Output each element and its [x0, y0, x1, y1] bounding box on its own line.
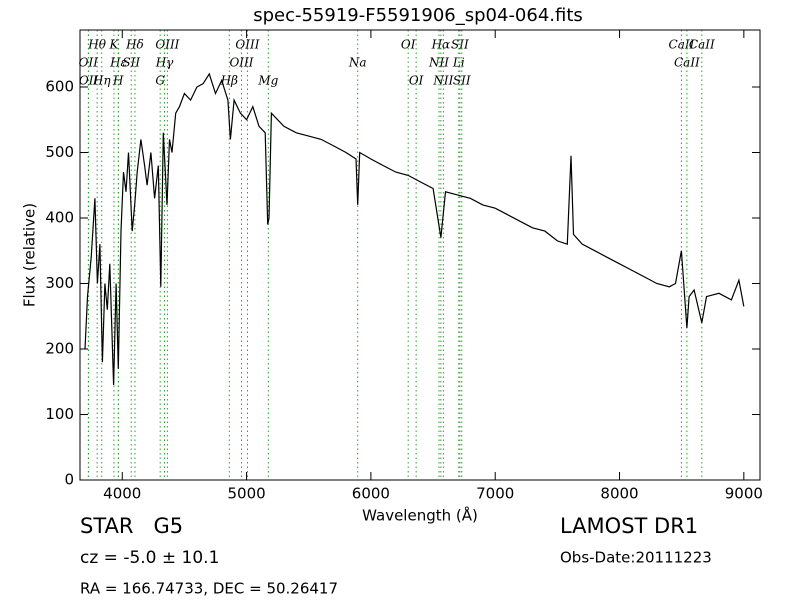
spectral-line-label: CaII [689, 38, 715, 52]
spectrum [84, 72, 745, 386]
survey-label: LAMOST DR1 [560, 514, 698, 538]
spectral-line-label: CaII [674, 56, 700, 70]
y-tick-label: 200 [45, 339, 74, 357]
spectral-line-label: CaII [669, 38, 695, 52]
spectral-line-label: Mg [257, 74, 278, 88]
x-tick-label: 4000 [103, 485, 141, 503]
y-tick-label: 0 [64, 471, 74, 489]
y-tick-label: 300 [45, 274, 74, 292]
y-axis-label: Flux (relative) [21, 203, 39, 307]
spectral-line-label: Hθ [87, 38, 106, 52]
chart-title: spec-55919-F5591906_sp04-064.fits [253, 5, 583, 26]
spectral-line-label: G [155, 74, 165, 88]
spectral-line-label: SII [453, 74, 471, 88]
spectral-line-label: OI [409, 74, 424, 88]
x-tick-label: 9000 [725, 485, 763, 503]
spectral-line-label: NII [428, 56, 449, 70]
spectral-line-label: Hβ [220, 74, 238, 88]
x-tick-label: 7000 [476, 485, 514, 503]
spectral-line-label: Na [348, 56, 367, 70]
spectral-line-label: SII [451, 38, 469, 52]
spectral-line-label: Hγ [155, 56, 174, 70]
x-tick-label: 5000 [227, 485, 265, 503]
spectral-line-label: SII [122, 56, 140, 70]
coords-label: RA = 166.74733, DEC = 50.26417 [80, 580, 338, 598]
spectral-line-label: OII [79, 74, 99, 88]
spectral-line-label: Hη [92, 74, 111, 88]
x-axis-label: Wavelength (Å) [362, 506, 478, 525]
spectral-line-label: Li [452, 56, 465, 70]
cz-label: cz = -5.0 ± 10.1 [80, 548, 219, 568]
y-tick-label: 400 [45, 208, 74, 226]
plot-frame [79, 29, 761, 481]
y-tick-label: 100 [45, 405, 74, 423]
spectral-line-label: OIII [155, 38, 179, 52]
y-tick-label: 500 [45, 143, 74, 161]
spectral-line-label: H [112, 74, 124, 88]
spectral-line-label: OI [401, 38, 416, 52]
spectral-line-label: NII [432, 74, 453, 88]
spectral-line-label: K [108, 38, 119, 52]
spectral-line-label: Hα [431, 38, 451, 52]
spectral-line-label: Hδ [125, 38, 144, 52]
class-label: STAR G5 [80, 514, 183, 538]
y-tick-label: 600 [45, 77, 74, 95]
date-label: Obs-Date:20111223 [560, 549, 712, 567]
x-tick-label: 6000 [352, 485, 390, 503]
spectral-line-label: OIII [229, 56, 253, 70]
x-tick-label: 8000 [600, 485, 638, 503]
spectral-line-label: OIII [235, 38, 259, 52]
